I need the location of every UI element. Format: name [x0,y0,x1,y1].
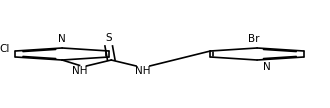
Text: Br: Br [248,34,260,44]
Text: N: N [58,34,66,44]
Text: Cl: Cl [0,44,10,54]
Text: S: S [105,33,112,43]
Text: N: N [263,62,271,72]
Text: NH: NH [135,66,151,76]
Text: NH: NH [72,66,87,76]
